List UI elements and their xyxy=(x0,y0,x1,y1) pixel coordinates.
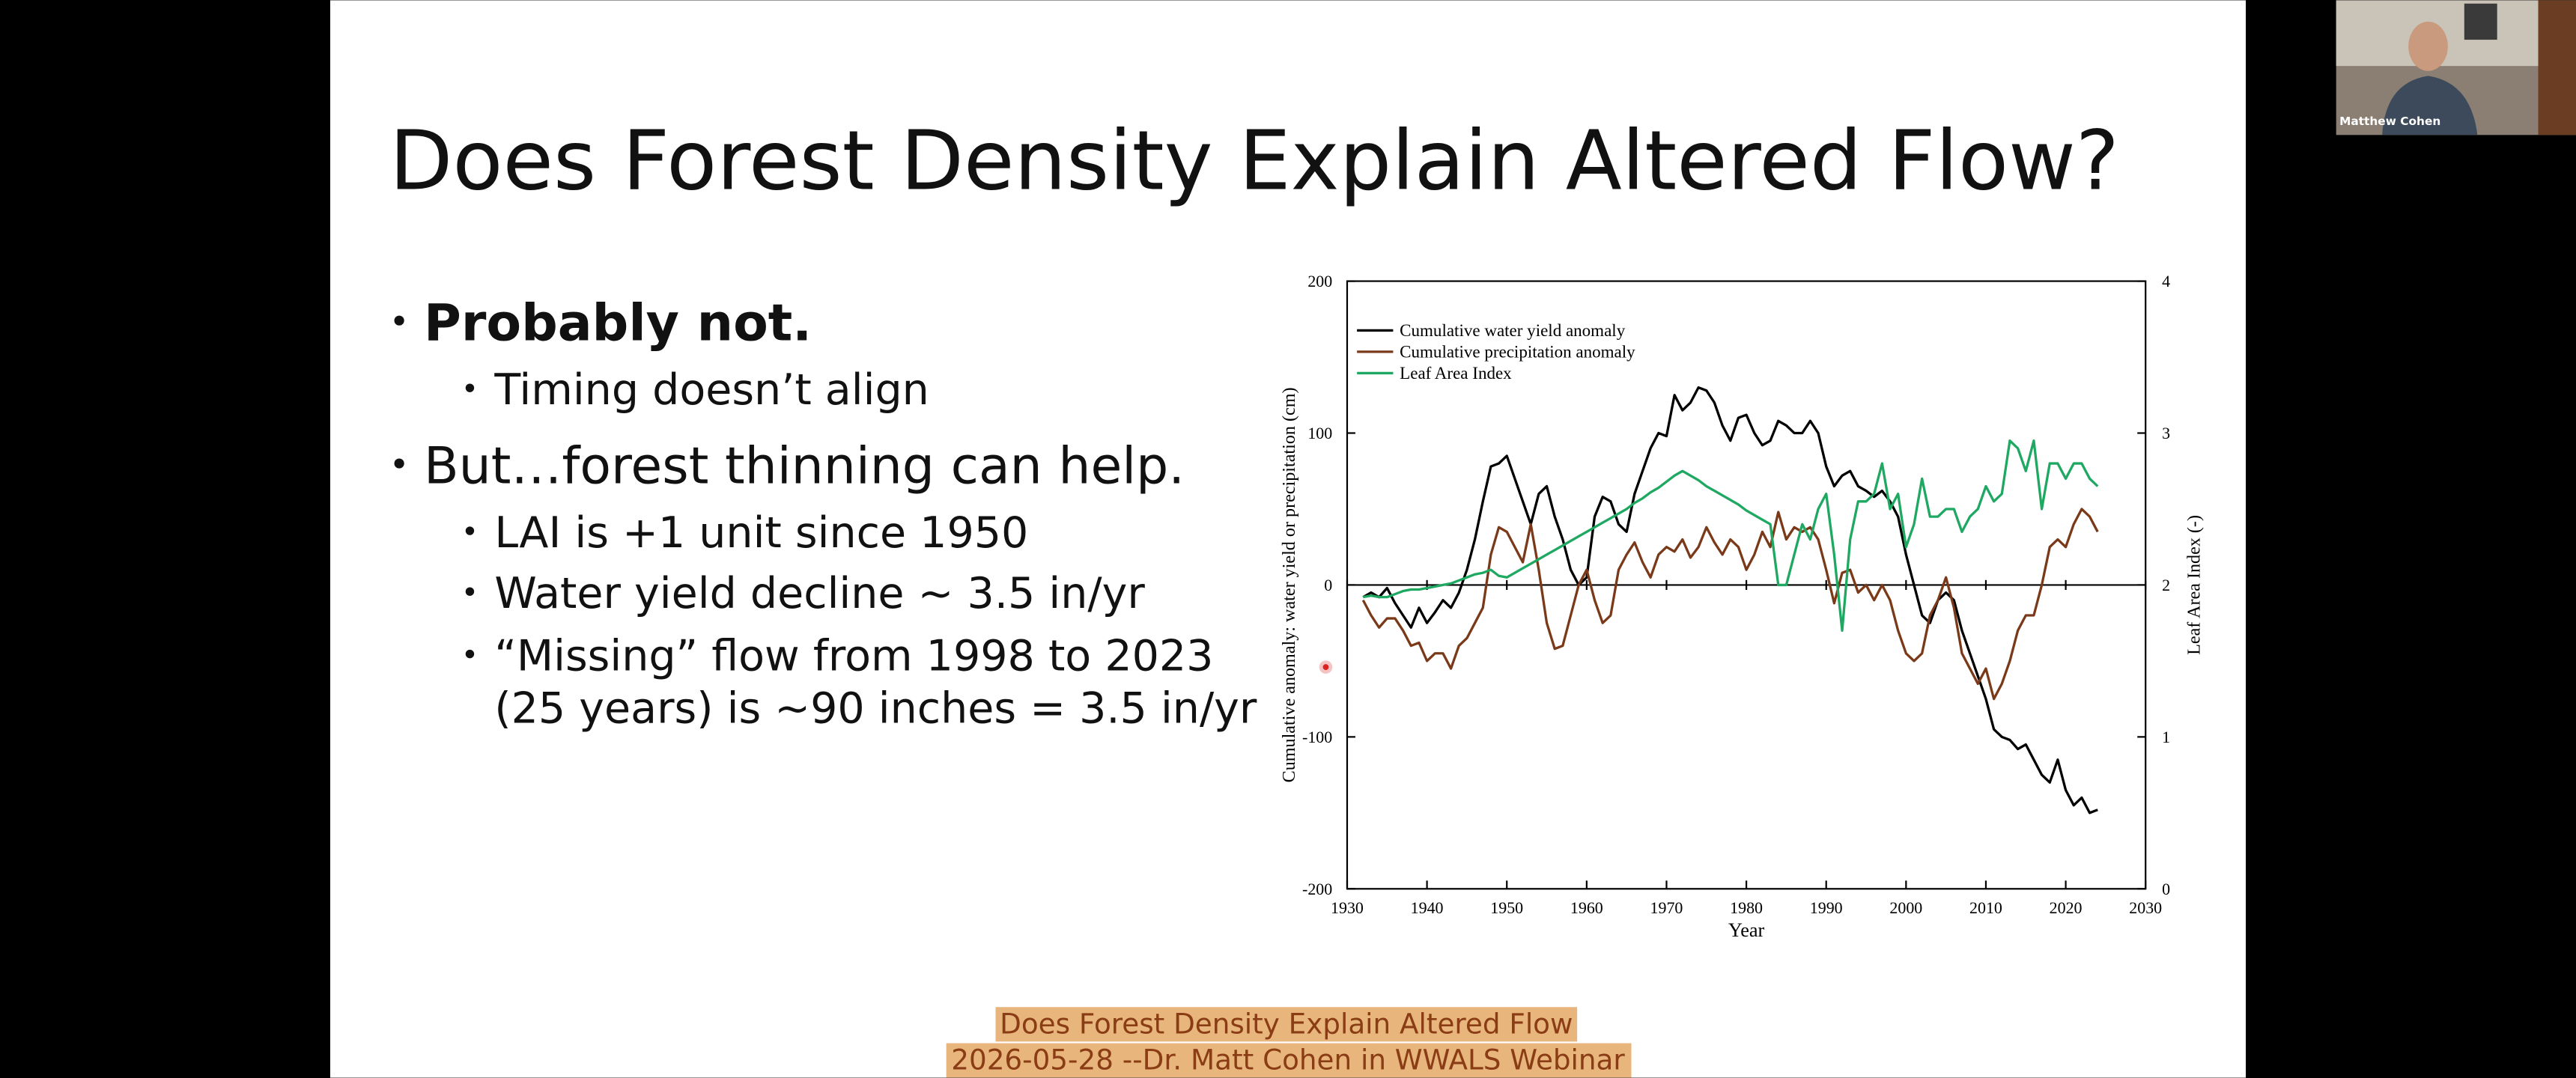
video-picture xyxy=(2464,3,2497,40)
participant-name: Matthew Cohen xyxy=(2339,115,2440,128)
video-wall xyxy=(2336,0,2576,67)
x-tick-label: 2020 xyxy=(2050,898,2083,917)
x-axis-label: Year xyxy=(1728,919,1765,941)
y2-tick-label: 0 xyxy=(2162,880,2170,898)
sub-bullet: “Missing” flow from 1998 to 2023 xyxy=(494,632,1213,681)
bullet: But…forest thinning can help. xyxy=(424,436,1185,496)
caption: Does Forest Density Explain Altered Flow… xyxy=(946,1007,1632,1078)
series-line xyxy=(1362,439,2099,632)
bullet: Probably not. xyxy=(424,294,812,353)
sub-bullet: (25 years) is ~90 inches = 3.5 in/yr xyxy=(494,684,1257,734)
y2-tick-label: 1 xyxy=(2162,728,2170,746)
caption-line: Does Forest Density Explain Altered Flow xyxy=(1000,1007,1573,1040)
legend-label: Cumulative precipitation anomaly xyxy=(1400,342,1635,362)
sub-bullet: Timing doesn’t align xyxy=(493,365,929,415)
video-head xyxy=(2408,21,2448,71)
y-tick-label: 100 xyxy=(1307,424,1332,442)
legend-label: Leaf Area Index xyxy=(1400,363,1512,383)
x-tick-label: 2030 xyxy=(2129,898,2162,917)
x-tick-label: 1980 xyxy=(1730,898,1763,917)
x-tick-label: 2010 xyxy=(1969,898,2002,917)
bullet-list: Probably not. Timing doesn’t align But…f… xyxy=(394,294,1257,734)
x-tick-label: 1990 xyxy=(1810,898,1843,917)
x-tick-label: 1940 xyxy=(1411,898,1444,917)
bullet-dot xyxy=(394,315,404,326)
slide-title: Does Forest Density Explain Altered Flow… xyxy=(389,113,2119,209)
legend-label: Cumulative water yield anomaly xyxy=(1400,320,1626,340)
bullet-dot xyxy=(465,383,475,392)
bullet-dot xyxy=(394,458,404,469)
x-tick-label: 1930 xyxy=(1331,898,1364,917)
y-axis-label: Cumulative anomaly: water yield or preci… xyxy=(1279,387,1299,782)
bullet-dot xyxy=(465,587,475,596)
y2-tick-label: 2 xyxy=(2162,576,2170,594)
y2-tick-label: 4 xyxy=(2162,272,2170,290)
slide xyxy=(329,0,2247,1078)
caption-box xyxy=(946,1043,1632,1078)
x-tick-label: 1950 xyxy=(1490,898,1523,917)
participant-video[interactable]: Matthew Cohen xyxy=(2336,0,2576,135)
y2-axis-label: Leaf Area Index (-) xyxy=(2184,515,2205,655)
caption-line: 2026-05-28 --Dr. Matt Cohen in WWALS Web… xyxy=(951,1044,1625,1077)
sub-bullet: Water yield decline ~ 3.5 in/yr xyxy=(494,569,1145,618)
caption-box xyxy=(995,1007,1578,1042)
y-tick-label: -100 xyxy=(1302,728,1332,746)
chart: 1930 1940 1950 1960 1970 1980 1990 2000 2010 2020… xyxy=(1279,272,2205,941)
y-tick-label: -200 xyxy=(1302,880,1332,898)
sub-bullet: LAI is +1 unit since 1950 xyxy=(494,508,1028,558)
video-body xyxy=(2382,76,2478,135)
y2-tick-label: 3 xyxy=(2162,424,2170,442)
video-door xyxy=(2538,0,2576,135)
x-tick-label: 1970 xyxy=(1650,898,1683,917)
bullet-dot xyxy=(465,526,475,535)
x-tick-label: 1960 xyxy=(1570,898,1603,917)
cursor-dot xyxy=(1322,664,1329,671)
bullet-dot xyxy=(465,649,475,659)
y-tick-label: 200 xyxy=(1307,272,1332,290)
series-line xyxy=(1362,386,2098,814)
y-tick-label: 0 xyxy=(1324,576,1332,594)
x-tick-label: 2000 xyxy=(1889,898,1922,917)
series-line xyxy=(1361,508,2099,701)
